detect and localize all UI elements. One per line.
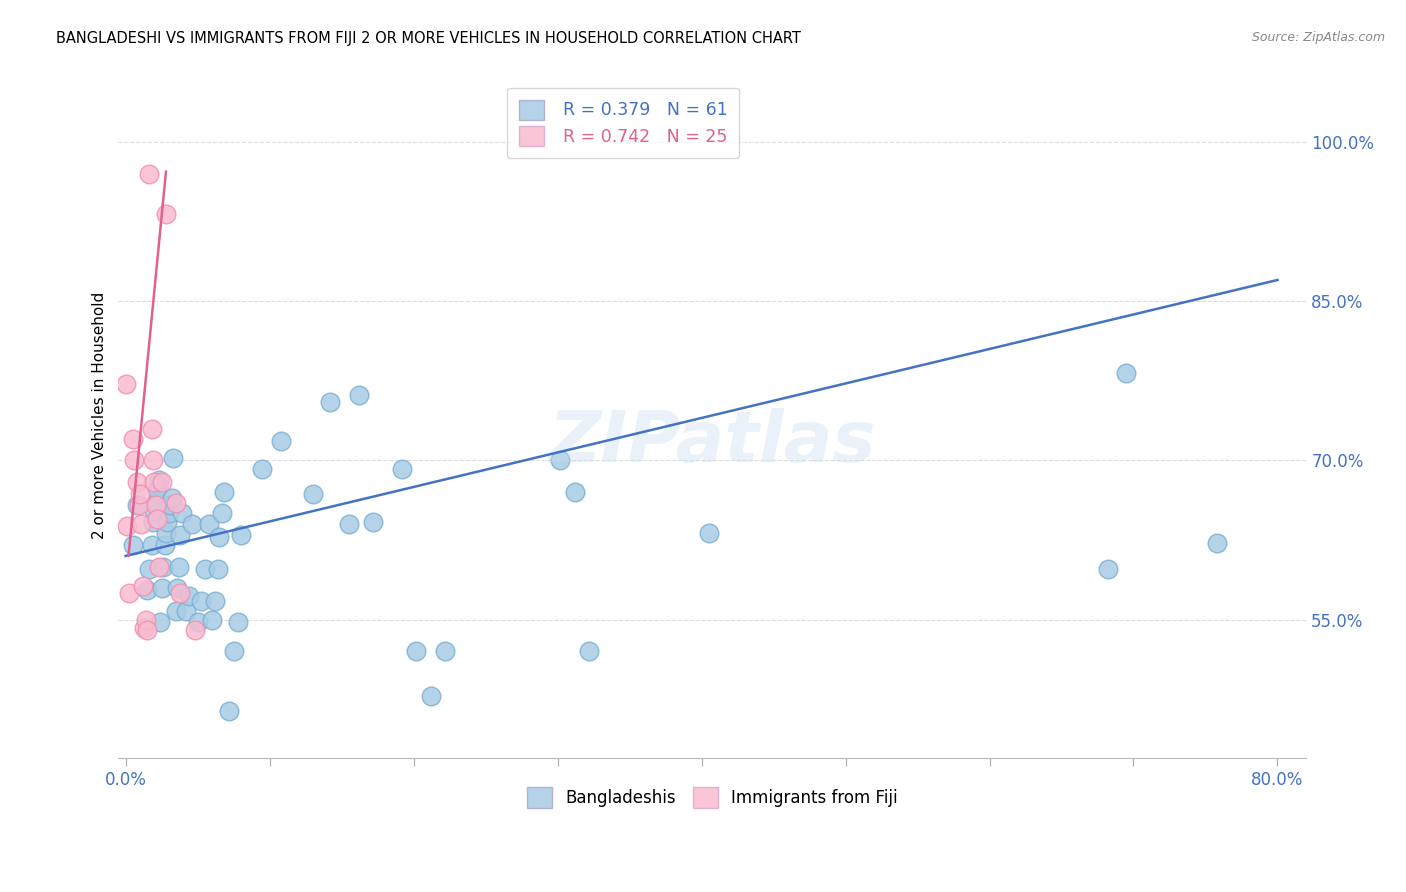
Point: [391, 462, 413, 476]
Point: [419, 689, 441, 703]
Point: [134, 621, 156, 635]
Point: [159, 498, 181, 512]
Point: [169, 527, 191, 541]
Point: [150, 581, 173, 595]
Point: [174, 604, 197, 618]
Point: [136, 624, 159, 638]
Point: [135, 613, 157, 627]
Point: [115, 519, 138, 533]
Point: [121, 538, 143, 552]
Point: [146, 493, 169, 508]
Point: [146, 483, 169, 497]
Point: [157, 507, 180, 521]
Point: [142, 453, 165, 467]
Point: [212, 485, 235, 500]
Point: [143, 475, 166, 489]
Point: [117, 586, 139, 600]
Point: [165, 496, 187, 510]
Point: [198, 517, 221, 532]
Point: [165, 604, 187, 618]
Point: [131, 517, 153, 532]
Point: [207, 562, 229, 576]
Point: [148, 473, 170, 487]
Point: [150, 475, 173, 489]
Point: [136, 582, 159, 597]
Point: [347, 387, 370, 401]
Point: [145, 496, 167, 510]
Point: [434, 644, 457, 658]
Point: [1097, 562, 1119, 576]
Point: [167, 559, 190, 574]
Point: [145, 498, 167, 512]
Point: [697, 525, 720, 540]
Point: [1206, 536, 1229, 550]
Point: [124, 453, 146, 467]
Point: [143, 504, 166, 518]
Legend: Bangladeshis, Immigrants from Fiji: Bangladeshis, Immigrants from Fiji: [520, 780, 904, 814]
Point: [121, 432, 143, 446]
Point: [128, 498, 150, 512]
Point: [208, 530, 231, 544]
Point: [180, 517, 202, 532]
Text: ZIPatlas: ZIPatlas: [548, 409, 876, 477]
Point: [201, 613, 224, 627]
Point: [156, 515, 179, 529]
Point: [184, 624, 207, 638]
Text: Source: ZipAtlas.com: Source: ZipAtlas.com: [1251, 31, 1385, 45]
Point: [166, 581, 188, 595]
Point: [127, 498, 149, 512]
Point: [229, 527, 252, 541]
Point: [187, 615, 209, 629]
Point: [160, 491, 183, 505]
Point: [177, 589, 200, 603]
Point: [162, 451, 184, 466]
Point: [190, 593, 212, 607]
Point: [141, 421, 163, 435]
Y-axis label: 2 or more Vehicles in Household: 2 or more Vehicles in Household: [93, 292, 107, 539]
Point: [153, 538, 176, 552]
Point: [141, 538, 163, 552]
Text: BANGLADESHI VS IMMIGRANTS FROM FIJI 2 OR MORE VEHICLES IN HOUSEHOLD CORRELATION : BANGLADESHI VS IMMIGRANTS FROM FIJI 2 OR…: [56, 31, 801, 46]
Point: [194, 562, 217, 576]
Point: [132, 579, 155, 593]
Point: [337, 517, 360, 532]
Point: [1115, 367, 1137, 381]
Point: [222, 644, 245, 658]
Point: [564, 485, 586, 500]
Point: [252, 462, 274, 476]
Point: [361, 515, 384, 529]
Point: [138, 562, 160, 576]
Point: [127, 475, 149, 489]
Point: [129, 487, 152, 501]
Point: [152, 559, 174, 574]
Point: [270, 434, 292, 449]
Point: [170, 507, 193, 521]
Point: [204, 593, 226, 607]
Point: [114, 376, 136, 391]
Point: [319, 395, 342, 409]
Point: [550, 453, 572, 467]
Point: [218, 704, 240, 718]
Point: [149, 615, 172, 629]
Point: [138, 167, 160, 181]
Point: [578, 644, 600, 658]
Point: [405, 644, 427, 658]
Point: [211, 507, 233, 521]
Point: [142, 515, 165, 529]
Point: [155, 525, 177, 540]
Point: [226, 615, 249, 629]
Point: [155, 207, 177, 221]
Point: [148, 559, 170, 574]
Point: [169, 586, 191, 600]
Point: [146, 512, 169, 526]
Point: [301, 487, 323, 501]
